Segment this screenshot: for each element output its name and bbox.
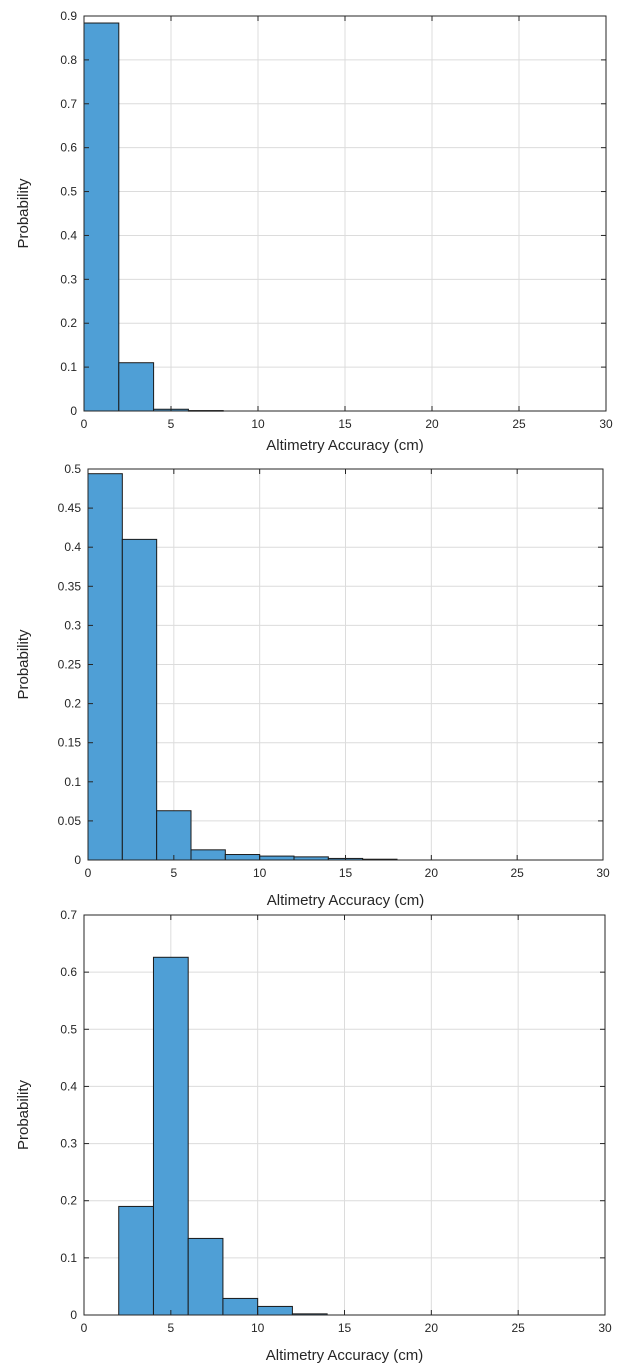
y-tick-label: 0.8 xyxy=(60,53,77,67)
y-tick-label: 0.25 xyxy=(58,658,82,672)
x-tick-label: 25 xyxy=(511,1321,525,1335)
y-tick-label: 0.3 xyxy=(60,1137,77,1151)
histogram-bar xyxy=(257,1305,293,1316)
chart-3-svg: 0 5 10 15 20 25 30 0 0.1 0.2 0.3 0.4 0.5 0.6 0.7 Altime… xyxy=(15,910,612,1364)
y-tick-label: 0.45 xyxy=(58,501,82,515)
y-tick-label: 0.9 xyxy=(60,9,77,23)
x-tick-label: 0 xyxy=(85,866,92,880)
y-tick-label: 0.4 xyxy=(60,228,77,242)
x-tick-label: 30 xyxy=(599,417,613,431)
histogram-bar xyxy=(83,22,120,412)
x-tick-label: 5 xyxy=(168,417,175,431)
y-tick-label: 0.4 xyxy=(64,540,81,554)
y-tick-label: 0.5 xyxy=(60,185,77,199)
x-tick-label: 15 xyxy=(338,1321,352,1335)
histogram-bar xyxy=(152,956,189,1316)
x-tick-label: 20 xyxy=(425,866,439,880)
x-tick-label: 0 xyxy=(81,417,88,431)
x-tick-label: 5 xyxy=(170,866,177,880)
histogram-bar xyxy=(190,849,226,861)
histogram-chart-1: 0 5 10 15 20 25 30 0 0.1 0.2 0.3 0.4 0.5 0.6 0.7 0.8 0.9… xyxy=(0,0,625,455)
y-tick-label: 0.7 xyxy=(60,910,77,922)
x-tick-label: 20 xyxy=(425,417,439,431)
x-tick-label: 30 xyxy=(596,866,610,880)
x-tick-label: 25 xyxy=(510,866,524,880)
x-tick-label: 5 xyxy=(167,1321,174,1335)
y-tick-label: 0.5 xyxy=(60,1022,77,1036)
histogram-bar xyxy=(259,855,295,861)
y-tick-label: 0.2 xyxy=(64,697,81,711)
chart-2-svg: 0 5 10 15 20 25 30 0 0.05 0.1 0.15 0.2 0.25 0.3 0.35 0.… xyxy=(15,462,610,909)
y-tick-label: 0.6 xyxy=(60,141,77,155)
x-tick-label: 10 xyxy=(251,1321,265,1335)
y-tick-label: 0.1 xyxy=(60,360,77,374)
x-tick-label: 30 xyxy=(598,1321,612,1335)
chart-1-svg: 0 5 10 15 20 25 30 0 0.1 0.2 0.3 0.4 0.5 0.6 0.7 0.8 0.9… xyxy=(15,9,613,454)
y-tick-label: 0.35 xyxy=(58,579,82,593)
y-tick-label: 0.1 xyxy=(60,1251,77,1265)
x-axis-label: Altimetry Accuracy (cm) xyxy=(266,1347,424,1364)
y-axis-label: Probability xyxy=(15,629,32,700)
y-tick-label: 0.3 xyxy=(64,618,81,632)
x-tick-label: 15 xyxy=(338,417,352,431)
y-tick-label: 0.3 xyxy=(60,272,77,286)
x-tick-label: 10 xyxy=(253,866,267,880)
x-tick-label: 10 xyxy=(251,417,265,431)
y-tick-label: 0.2 xyxy=(60,316,77,330)
histogram-bar xyxy=(121,538,158,861)
x-tick-label: 15 xyxy=(339,866,353,880)
histogram-bar xyxy=(224,854,261,861)
y-tick-label: 0.6 xyxy=(60,965,77,979)
x-axis-label: Altimetry Accuracy (cm) xyxy=(266,437,424,454)
x-tick-label: 25 xyxy=(512,417,526,431)
histogram-bar xyxy=(118,362,155,412)
y-tick-label: 0.1 xyxy=(64,775,81,789)
histogram-chart-2: 0 5 10 15 20 25 30 0 0.05 0.1 0.15 0.2 0.25 0.3 0.35 0.… xyxy=(0,455,625,910)
y-tick-label: 0 xyxy=(70,1308,77,1322)
y-tick-label: 0 xyxy=(70,404,77,418)
y-tick-label: 0 xyxy=(74,853,81,867)
y-tick-label: 0.4 xyxy=(60,1079,77,1093)
y-tick-label: 0.2 xyxy=(60,1194,77,1208)
histogram-bar xyxy=(187,1237,224,1316)
x-axis-label: Altimetry Accuracy (cm) xyxy=(267,892,425,909)
y-axis-label: Probability xyxy=(15,178,32,249)
y-tick-label: 0.5 xyxy=(64,462,81,476)
histogram-chart-3: 0 5 10 15 20 25 30 0 0.1 0.2 0.3 0.4 0.5 0.6 0.7 Altime… xyxy=(0,910,625,1364)
y-tick-label: 0.15 xyxy=(58,736,82,750)
histogram-bar xyxy=(156,810,192,861)
x-tick-label: 0 xyxy=(81,1321,88,1335)
histogram-bar xyxy=(118,1205,154,1316)
y-axis-label: Probability xyxy=(15,1079,32,1150)
x-tick-label: 20 xyxy=(425,1321,439,1335)
histogram-bar xyxy=(87,473,123,861)
y-tick-label: 0.7 xyxy=(60,97,77,111)
histogram-bar xyxy=(222,1297,259,1316)
y-tick-label: 0.05 xyxy=(58,814,82,828)
